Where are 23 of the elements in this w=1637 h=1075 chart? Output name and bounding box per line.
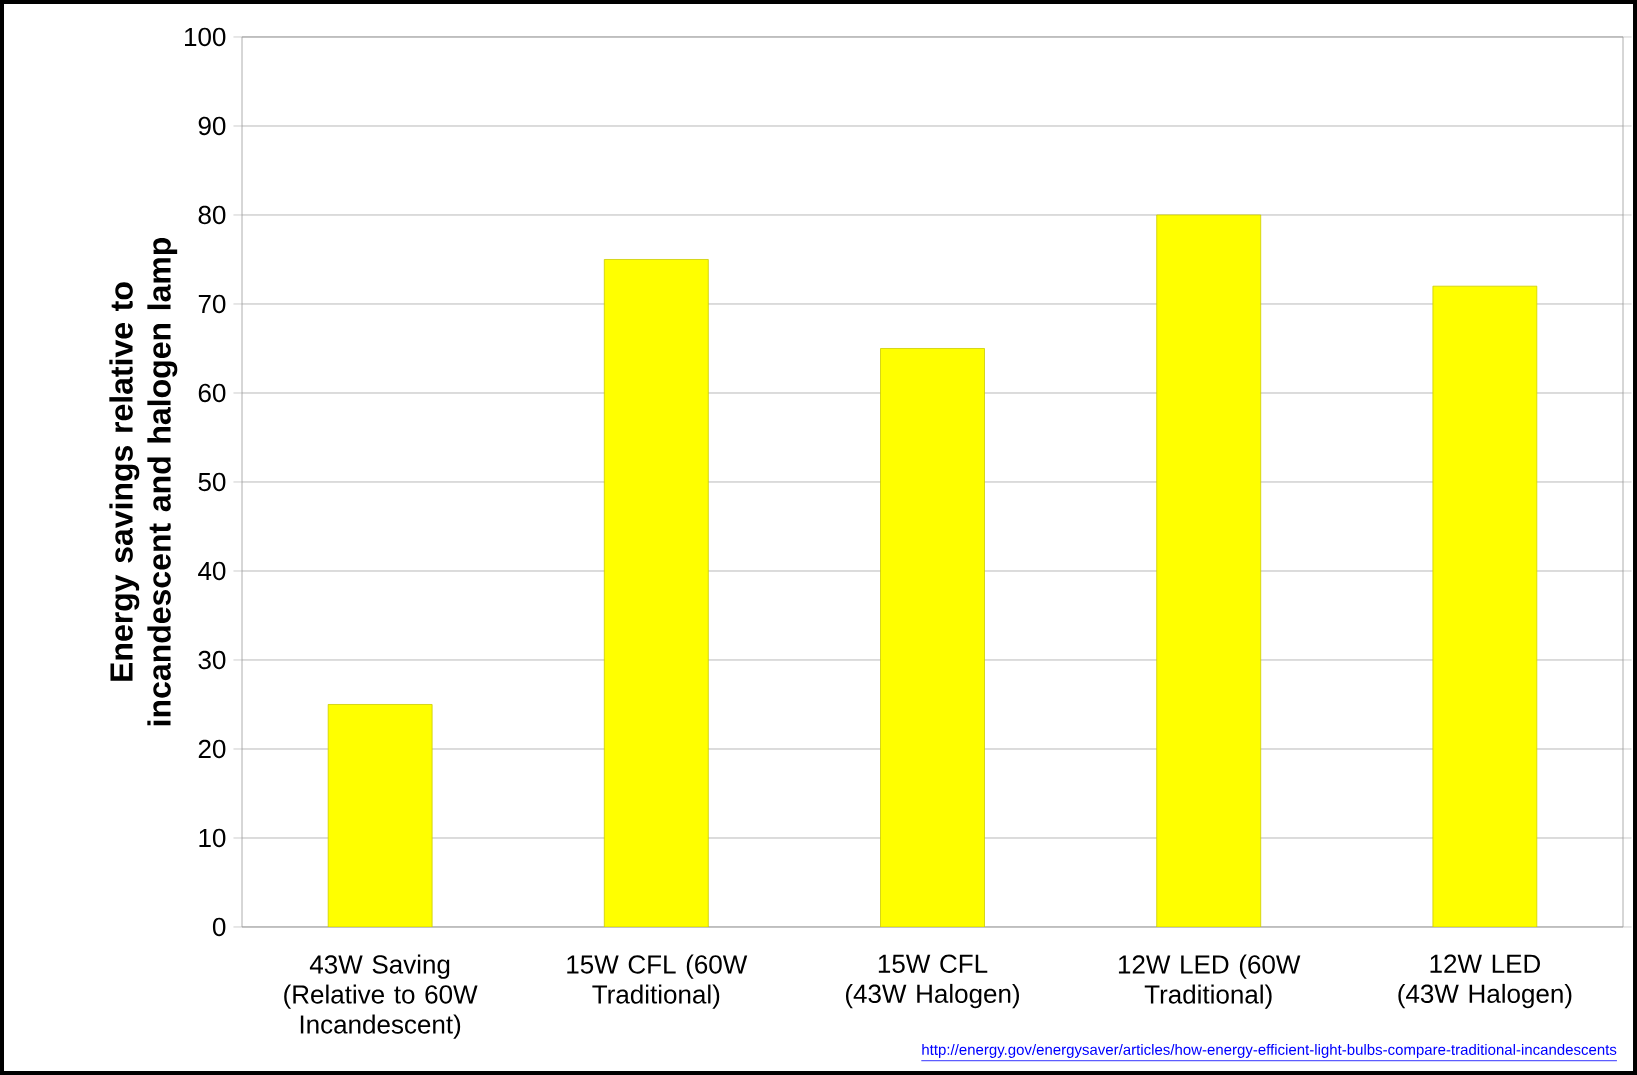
- y-tick-label: 80: [198, 205, 226, 225]
- y-tick-label: 70: [198, 294, 226, 314]
- bar: [1432, 285, 1538, 927]
- bar: [880, 348, 985, 927]
- x-tick-label: 43W Saving (Relative to 60W Incandescent): [284, 954, 478, 1039]
- bar: [327, 704, 433, 927]
- bar: [603, 259, 709, 927]
- y-tick-label: 30: [198, 650, 226, 670]
- x-tick-label: 12W LED (60W Traditional): [1118, 954, 1301, 1009]
- y-tick-label: 10: [199, 828, 226, 848]
- y-tick-label: 40: [198, 561, 226, 581]
- text: http://energy.gov/energysaver/articles/how-energy-efficient-light-bulbs-compare-traditional-incandescents: [922, 1043, 1617, 1058]
- y-tick-label: 100: [185, 27, 226, 47]
- y-axis-title: Energy savings relative to incandescent and halogen lamp: [109, 237, 178, 726]
- y-tick-label: 60: [198, 383, 226, 403]
- y-tick-label: 0: [212, 917, 226, 937]
- x-tick-label: 12W LED (43W Halogen): [1398, 954, 1572, 1009]
- y-tick-label: 90: [198, 116, 226, 136]
- x-tick-label: 15W CFL (43W Halogen): [845, 954, 1020, 1009]
- y-tick-label: 50: [198, 472, 226, 492]
- y-tick-label: 20: [198, 739, 226, 759]
- bar: [1156, 214, 1262, 927]
- x-tick-label: 15W CFL (60W Traditional): [567, 954, 748, 1009]
